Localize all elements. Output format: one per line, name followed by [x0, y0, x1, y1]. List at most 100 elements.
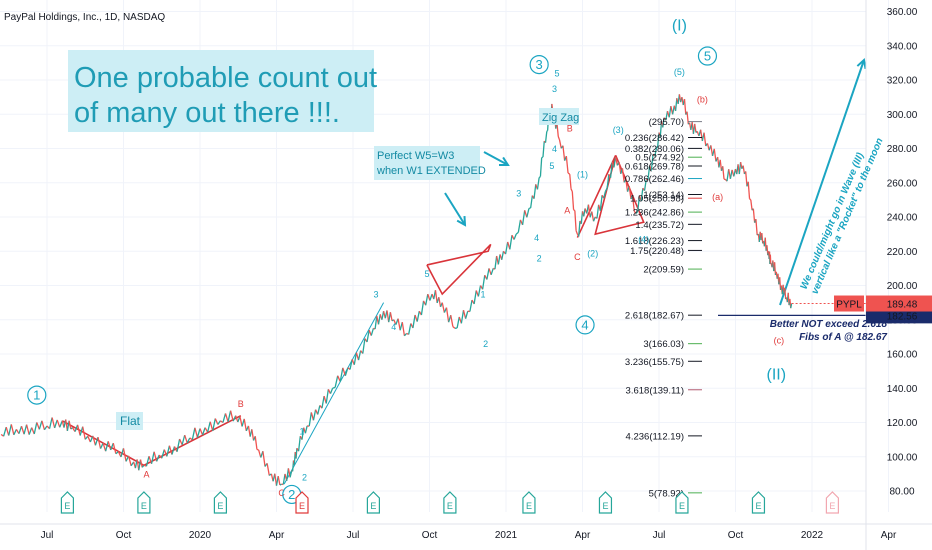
headline-line1: One probable count out: [74, 62, 377, 94]
price-segment: [105, 441, 109, 452]
price-segment: [339, 367, 344, 382]
price-segment: [139, 459, 143, 468]
wave-label: 5: [549, 161, 554, 171]
price-segment: [262, 451, 266, 467]
wave-label: C: [278, 488, 285, 498]
price-segment: [127, 455, 132, 466]
wave-label: B: [238, 399, 244, 409]
price-segment: [719, 159, 723, 171]
price-segment: [517, 219, 522, 233]
price-segment: [599, 195, 603, 211]
wave-label: (2): [587, 248, 598, 258]
price-segment: [441, 302, 446, 313]
fib-label: 5(78.92): [649, 488, 684, 499]
y-tick-label: 120.00: [887, 418, 918, 429]
zigzag-label: Zig Zag: [542, 112, 579, 124]
wave-label: 1: [481, 289, 486, 299]
price-segment: [596, 204, 600, 219]
price-segment: [54, 419, 58, 429]
perfect-line1: Perfect W5=W3: [377, 150, 454, 162]
price-segment: [647, 165, 651, 180]
symbol-tag: PYPL: [836, 300, 862, 311]
earnings-marker: E: [751, 491, 766, 514]
earnings-marker: E: [675, 491, 689, 514]
y-tick-label: 80.00: [889, 487, 914, 498]
price-segment: [51, 417, 56, 429]
circled-wave-label: 4: [581, 317, 588, 332]
earnings-marker: E: [825, 491, 839, 514]
price-segment: [74, 424, 79, 432]
x-tick-label: Oct: [728, 530, 744, 541]
price-segment: [99, 442, 104, 449]
price-segment: [10, 424, 15, 435]
price-segment: [713, 148, 717, 162]
x-tick-label: Apr: [269, 530, 285, 541]
earnings-marker: E: [60, 491, 74, 514]
price-segment: [533, 184, 537, 199]
earnings-icon: [366, 491, 380, 514]
degree-wave-label: (I): [672, 17, 687, 34]
price-segment: [366, 329, 370, 343]
price-segment: [755, 219, 758, 236]
price-segment: [349, 359, 353, 370]
wave-label: 1: [299, 426, 304, 436]
earnings-icon: [60, 491, 74, 514]
price-segment: [282, 473, 286, 485]
wave-label: 3: [373, 289, 378, 299]
price-segment: [110, 442, 114, 451]
wave-label: C: [574, 252, 581, 262]
x-tick-label: Apr: [881, 530, 897, 541]
price-segment: [312, 409, 317, 421]
price-segment: [342, 367, 346, 376]
price-segment: [107, 441, 112, 451]
price-segment: [179, 438, 183, 446]
price-segment: [587, 204, 591, 218]
wave-label: A: [143, 469, 149, 479]
price-segment: [150, 451, 155, 464]
price-segment: [784, 287, 787, 300]
price-segment: [397, 318, 401, 331]
price-segment: [266, 463, 270, 476]
circled-wave-ring: [27, 385, 47, 405]
price-segment: [3, 426, 7, 437]
arrow-to-top: [483, 151, 509, 166]
price-segment: [227, 410, 232, 422]
price-segment: [112, 442, 117, 454]
price-segment: [591, 211, 595, 222]
price-segment: [239, 416, 243, 427]
price-segment: [389, 312, 393, 322]
price-segment: [521, 210, 526, 225]
price-segment: [25, 424, 30, 435]
price-segment: [184, 434, 188, 444]
price-segment: [214, 418, 219, 425]
price-segment: [401, 322, 406, 336]
price-segment: [450, 315, 454, 327]
perfect-line2: when W1 EXTENDED: [376, 165, 486, 177]
price-segment: [181, 434, 186, 445]
x-tick-label: Jul: [41, 530, 54, 541]
price-series: [0, 94, 793, 486]
price-segment: [710, 145, 714, 156]
price-segment: [48, 417, 53, 429]
y-tick-label: 300.00: [887, 110, 918, 121]
price-segment: [138, 459, 142, 471]
price-segment: [438, 297, 442, 307]
wave-label: 3: [552, 84, 557, 94]
price-segment: [606, 174, 610, 189]
price-segment: [141, 464, 145, 468]
price-segment: [501, 251, 505, 260]
earnings-letter: E: [217, 501, 223, 511]
price-segment: [36, 422, 40, 430]
price-segment: [546, 129, 549, 132]
price-segment: [659, 121, 663, 137]
price-segment: [97, 437, 102, 449]
fib-label: 0.618(269.78): [625, 162, 684, 173]
fib-label: 1.618(226.23): [625, 236, 684, 247]
price-segment: [640, 188, 644, 202]
x-tick-label: Jul: [347, 530, 360, 541]
price-segment: [749, 198, 752, 201]
wave-label: 4: [534, 233, 539, 243]
price-segment: [460, 310, 465, 324]
price-tag: 189.48: [887, 300, 918, 311]
price-segment: [5, 426, 10, 436]
